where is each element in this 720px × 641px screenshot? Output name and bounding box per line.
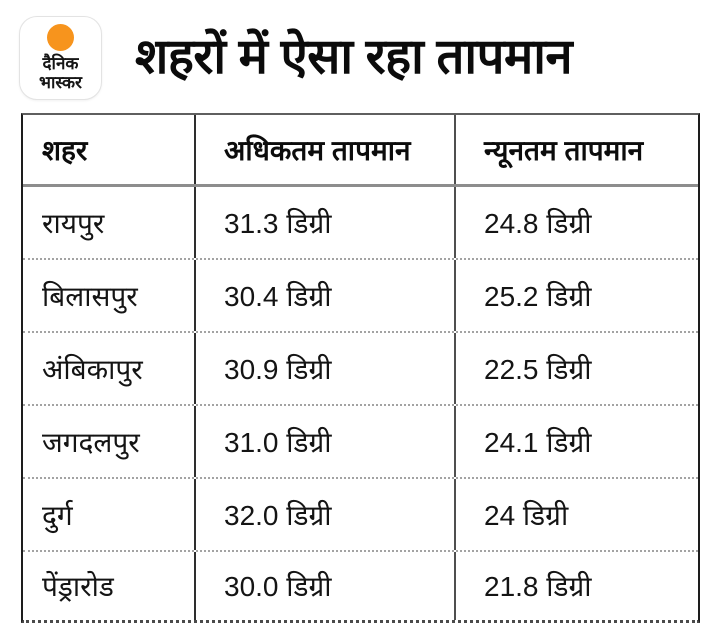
- max-temp-value: 30.4 डिग्री: [196, 260, 456, 331]
- table-row: अंबिकापुर 30.9 डिग्री 22.5 डिग्री: [23, 333, 698, 406]
- column-header-max-temp: अधिकतम तापमान: [196, 115, 456, 184]
- table-row: रायपुर 31.3 डिग्री 24.8 डिग्री: [23, 187, 698, 260]
- city-name: जगदलपुर: [23, 406, 196, 477]
- table-row: जगदलपुर 31.0 डिग्री 24.1 डिग्री: [23, 406, 698, 479]
- logo-text-line1: दैनिक: [42, 54, 79, 73]
- table-row: दुर्ग 32.0 डिग्री 24 डिग्री: [23, 479, 698, 552]
- city-name: दुर्ग: [23, 479, 196, 550]
- max-temp-value: 31.0 डिग्री: [196, 406, 456, 477]
- max-temp-value: 30.9 डिग्री: [196, 333, 456, 404]
- max-temp-value: 31.3 डिग्री: [196, 187, 456, 258]
- dainik-bhaskar-logo: दैनिक भास्कर: [19, 16, 102, 100]
- temperature-table: शहर अधिकतम तापमान न्यूनतम तापमान रायपुर …: [21, 113, 700, 623]
- city-name: पेंड्रारोड: [23, 552, 196, 620]
- city-name: रायपुर: [23, 187, 196, 258]
- min-temp-value: 25.2 डिग्री: [484, 280, 592, 312]
- table-header-row: शहर अधिकतम तापमान न्यूनतम तापमान: [23, 115, 698, 187]
- city-name: अंबिकापुर: [23, 333, 196, 404]
- table-row: पेंड्रारोड 30.0 डिग्री 21.8 डिग्री: [23, 552, 698, 620]
- column-header-city: शहर: [23, 115, 196, 184]
- min-temp-value: 24.8 डिग्री: [484, 207, 592, 239]
- max-temp-value: 32.0 डिग्री: [196, 479, 456, 550]
- city-name: बिलासपुर: [23, 260, 196, 331]
- min-temp-value: 24.1 डिग्री: [484, 426, 592, 458]
- max-temp-value: 30.0 डिग्री: [196, 552, 456, 620]
- page-title: शहरों में ऐसा रहा तापमान: [135, 30, 573, 84]
- table-row: बिलासपुर 30.4 डिग्री 25.2 डिग्री: [23, 260, 698, 333]
- min-temp-value: 22.5 डिग्री: [484, 353, 592, 385]
- min-temp-value: 24 डिग्री: [484, 499, 569, 531]
- sun-icon: [47, 24, 74, 51]
- masthead: दैनिक भास्कर शहरों में ऐसा रहा तापमान: [0, 0, 720, 113]
- column-header-min-temp: न्यूनतम तापमान: [484, 134, 644, 166]
- logo-text-line2: भास्कर: [39, 73, 82, 92]
- min-temp-value: 21.8 डिग्री: [484, 571, 592, 602]
